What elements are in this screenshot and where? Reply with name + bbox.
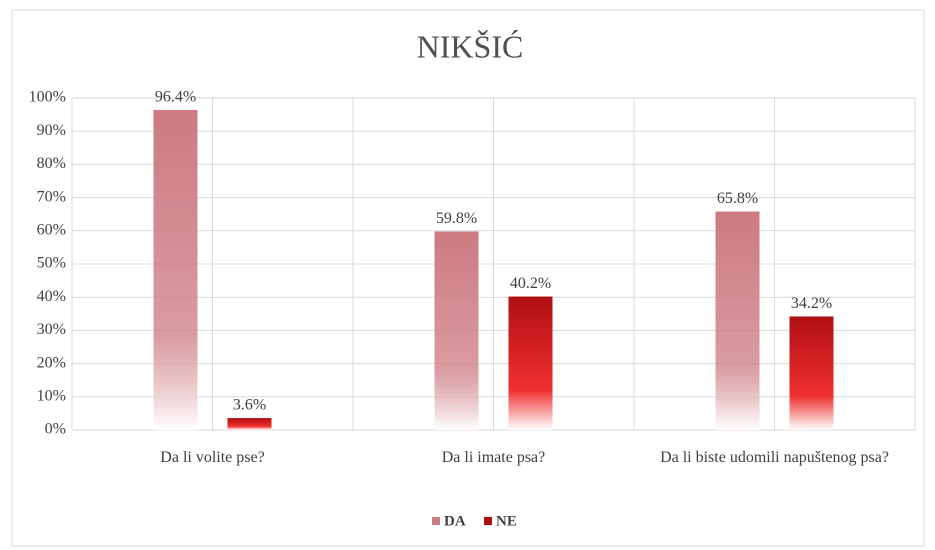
- chart-title: NIKŠIĆ: [417, 28, 524, 64]
- legend-label: NE: [496, 513, 517, 529]
- legend-swatch: [484, 517, 492, 525]
- data-label: 59.8%: [436, 210, 477, 227]
- chart-border: [11, 9, 925, 547]
- bar: [508, 296, 553, 430]
- y-tick-label: 10%: [37, 387, 66, 404]
- bar: [715, 211, 760, 430]
- bar: [789, 316, 834, 430]
- data-label: 40.2%: [510, 275, 551, 292]
- y-tick-label: 0%: [45, 421, 66, 438]
- bar: [153, 109, 198, 431]
- data-label: 34.2%: [791, 295, 832, 312]
- x-tick-label: Da li volite pse?: [160, 449, 265, 466]
- y-tick-label: 90%: [37, 122, 66, 139]
- y-tick-label: 70%: [37, 188, 66, 205]
- bar: [227, 418, 272, 430]
- y-tick-label: 40%: [37, 288, 66, 305]
- y-tick-label: 50%: [37, 255, 66, 272]
- x-tick-label: Da li biste udomili napuštenog psa?: [660, 449, 889, 466]
- x-tick-label: Da li imate psa?: [441, 449, 546, 466]
- y-tick-label: 30%: [37, 321, 66, 338]
- bar: [434, 231, 479, 430]
- data-label: 3.6%: [233, 397, 266, 414]
- data-label: 65.8%: [717, 190, 758, 207]
- y-tick-label: 80%: [37, 155, 66, 172]
- legend-swatch: [432, 517, 440, 525]
- y-tick-label: 60%: [37, 221, 66, 238]
- legend-label: DA: [444, 513, 466, 529]
- y-tick-label: 100%: [29, 89, 66, 106]
- data-label: 96.4%: [155, 89, 196, 106]
- y-tick-label: 20%: [37, 354, 66, 371]
